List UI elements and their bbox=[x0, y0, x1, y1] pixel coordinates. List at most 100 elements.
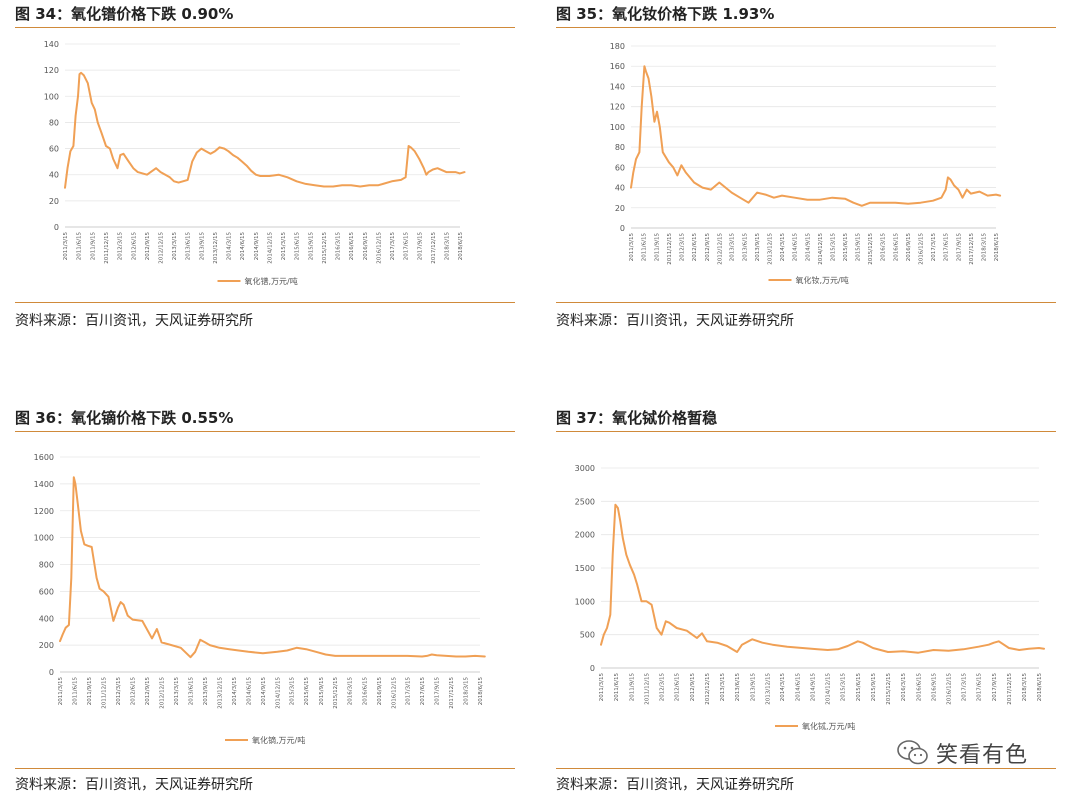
x-tick-label: 2013/6/15 bbox=[186, 232, 192, 261]
legend-label: 氧化钕,万元/吨 bbox=[796, 275, 849, 285]
x-tick-label: 2012/9/15 bbox=[705, 233, 711, 262]
x-tick-label: 2013/9/15 bbox=[199, 232, 205, 261]
x-tick-label: 2013/12/15 bbox=[213, 232, 219, 264]
y-tick-label: 1400 bbox=[34, 480, 54, 489]
x-tick-label: 2015/3/15 bbox=[281, 232, 287, 261]
x-tick-label: 2013/6/15 bbox=[188, 677, 194, 706]
x-tick-label: 2013/12/15 bbox=[218, 677, 224, 709]
source-rule bbox=[556, 768, 1056, 769]
y-tick-label: 140 bbox=[610, 82, 625, 91]
title-rule bbox=[556, 27, 1056, 28]
x-tick-label: 2011/9/15 bbox=[629, 673, 635, 702]
x-tick-label: 2013/3/15 bbox=[720, 673, 726, 702]
chart-source: 资料来源：百川资讯，天风证券研究所 bbox=[556, 777, 794, 793]
x-tick-label: 2011/9/15 bbox=[654, 233, 660, 262]
x-tick-label: 2017/9/15 bbox=[435, 677, 441, 706]
x-tick-label: 2014/12/15 bbox=[826, 673, 832, 705]
y-tick-label: 0 bbox=[49, 668, 54, 677]
series-line bbox=[600, 503, 1045, 654]
x-tick-label: 2012/3/15 bbox=[679, 233, 685, 262]
x-tick-label: 2012/12/15 bbox=[705, 673, 711, 705]
x-tick-label: 2011/12/15 bbox=[104, 232, 110, 264]
y-tick-label: 60 bbox=[615, 163, 625, 172]
chart-source: 资料来源：百川资讯，天风证券研究所 bbox=[556, 313, 794, 329]
x-tick-label: 2017/12/15 bbox=[969, 233, 975, 265]
x-tick-label: 2012/6/15 bbox=[675, 673, 681, 702]
title-rule bbox=[556, 431, 1056, 432]
x-tick-label: 2017/6/15 bbox=[977, 673, 983, 702]
x-tick-label: 2014/12/15 bbox=[275, 677, 281, 709]
x-tick-label: 2018/3/15 bbox=[444, 232, 450, 261]
x-tick-label: 2014/9/15 bbox=[811, 673, 817, 702]
y-tick-label: 20 bbox=[615, 204, 625, 213]
x-tick-label: 2016/6/15 bbox=[349, 232, 355, 261]
x-tick-label: 2013/9/15 bbox=[203, 677, 209, 706]
legend-label: 氧化铽,万元/吨 bbox=[802, 721, 855, 731]
watermark-text: 笑看有色 bbox=[936, 743, 1029, 768]
x-tick-label: 2011/12/15 bbox=[667, 233, 673, 265]
y-tick-label: 1000 bbox=[575, 597, 595, 606]
y-tick-label: 100 bbox=[610, 123, 625, 132]
y-tick-label: 1500 bbox=[575, 564, 595, 573]
x-tick-label: 2011/9/15 bbox=[87, 677, 93, 706]
x-tick-label: 2011/3/15 bbox=[599, 673, 605, 702]
x-tick-label: 2013/9/15 bbox=[750, 673, 756, 702]
x-tick-label: 2014/9/15 bbox=[805, 233, 811, 262]
watermark: 笑看有色 bbox=[896, 738, 1028, 768]
y-tick-label: 120 bbox=[44, 66, 59, 75]
x-tick-label: 2015/12/15 bbox=[333, 677, 339, 709]
x-tick-label: 2011/9/15 bbox=[90, 232, 96, 261]
x-tick-label: 2016/9/15 bbox=[906, 233, 912, 262]
x-tick-label: 2016/6/15 bbox=[916, 673, 922, 702]
x-tick-label: 2017/6/15 bbox=[404, 232, 410, 261]
x-tick-label: 2014/3/15 bbox=[780, 673, 786, 702]
x-tick-label: 2015/9/15 bbox=[308, 232, 314, 261]
y-tick-label: 60 bbox=[49, 145, 59, 154]
x-tick-label: 2015/6/15 bbox=[295, 232, 301, 261]
x-tick-label: 2012/6/15 bbox=[131, 677, 137, 706]
x-tick-label: 2017/3/15 bbox=[961, 673, 967, 702]
line-chart: 0 20 40 60 80 100 120 140 160 180 2011/3/15 2011/6/… bbox=[610, 42, 1002, 285]
x-tick-label: 2014/6/15 bbox=[793, 233, 799, 262]
x-tick-label: 2017/3/15 bbox=[406, 677, 412, 706]
y-tick-label: 40 bbox=[615, 184, 625, 193]
y-tick-label: 600 bbox=[39, 587, 54, 596]
x-tick-label: 2012/9/15 bbox=[690, 673, 696, 702]
chart-source: 资料来源：百川资讯，天风证券研究所 bbox=[15, 313, 253, 329]
x-tick-label: 2015/3/15 bbox=[290, 677, 296, 706]
x-tick-label: 2018/6/15 bbox=[1037, 673, 1043, 702]
x-tick-label: 2015/12/15 bbox=[868, 233, 874, 265]
x-tick-label: 2017/12/15 bbox=[1007, 673, 1013, 705]
y-tick-label: 20 bbox=[49, 197, 59, 206]
x-tick-label: 2015/9/15 bbox=[319, 677, 325, 706]
x-tick-label: 2016/12/15 bbox=[947, 673, 953, 705]
x-tick-label: 2015/6/15 bbox=[843, 233, 849, 262]
y-tick-label: 1000 bbox=[34, 534, 54, 543]
x-tick-label: 2013/3/15 bbox=[172, 232, 178, 261]
y-tick-label: 180 bbox=[610, 42, 625, 51]
x-tick-label: 2013/12/15 bbox=[768, 233, 774, 265]
x-tick-label: 2015/6/15 bbox=[304, 677, 310, 706]
y-tick-label: 100 bbox=[44, 92, 59, 101]
x-tick-label: 2016/6/15 bbox=[893, 233, 899, 262]
chart-panel-3: 图 36：氧化镝价格下跌 0.55% 0 200 400 600 800 1000 1200… bbox=[15, 405, 515, 801]
x-tick-label: 2012/9/15 bbox=[145, 677, 151, 706]
x-tick-label: 2011/6/15 bbox=[642, 233, 648, 262]
y-tick-label: 1600 bbox=[34, 453, 54, 462]
x-tick-label: 2016/9/15 bbox=[377, 677, 383, 706]
source-rule bbox=[556, 302, 1056, 303]
chart-panel-4: 图 37：氧化铽价格暂稳 0 500 1000 1500 2000 2500 3000 201… bbox=[556, 405, 1056, 801]
x-tick-label: 2014/9/15 bbox=[254, 232, 260, 261]
x-tick-label: 2011/12/15 bbox=[644, 673, 650, 705]
x-tick-label: 2012/3/15 bbox=[660, 673, 666, 702]
x-tick-label: 2011/6/15 bbox=[77, 232, 83, 261]
x-tick-label: 2012/12/15 bbox=[159, 232, 165, 264]
y-tick-label: 0 bbox=[54, 223, 59, 232]
x-tick-label: 2012/12/15 bbox=[160, 677, 166, 709]
x-tick-label: 2015/9/15 bbox=[871, 673, 877, 702]
chart-title: 图 37：氧化铽价格暂稳 bbox=[556, 409, 718, 427]
y-tick-label: 120 bbox=[610, 103, 625, 112]
x-tick-label: 2016/6/15 bbox=[362, 677, 368, 706]
y-tick-label: 2000 bbox=[575, 531, 595, 540]
x-tick-label: 2014/6/15 bbox=[795, 673, 801, 702]
